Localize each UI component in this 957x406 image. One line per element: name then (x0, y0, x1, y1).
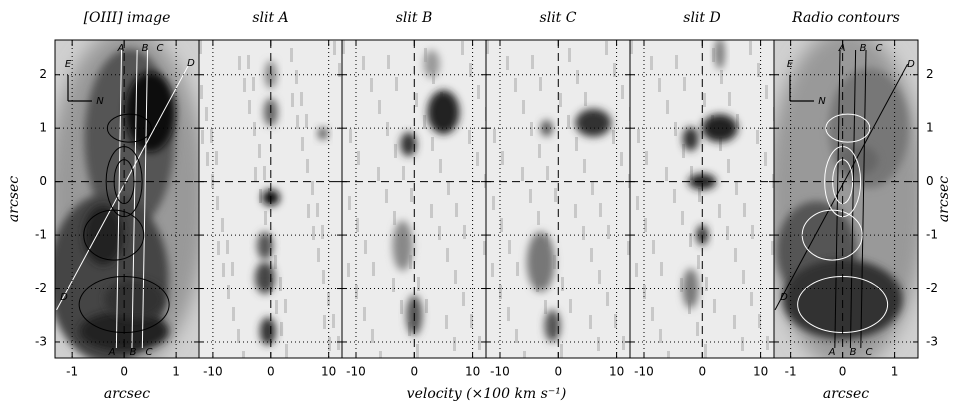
panel-title: slit D (683, 10, 720, 26)
y-axis-label: arcsec (936, 176, 952, 222)
x-tick-label: 10 (609, 365, 624, 379)
x-tick-label: 10 (465, 365, 480, 379)
annotation: C (866, 347, 873, 358)
y-tick-label: 1 (39, 121, 47, 135)
x-tick-label: -10 (346, 365, 366, 379)
y-tick-label: -3 (926, 334, 938, 348)
annotation: D (60, 292, 68, 303)
annotation: D (907, 59, 915, 70)
panel-title: slit C (540, 10, 577, 26)
y-tick-label: -2 (35, 281, 47, 295)
x-axis-label: arcsec (104, 386, 150, 402)
x-tick-label: -1 (66, 365, 78, 379)
x-tick-label: -1 (785, 365, 797, 379)
panel-image (342, 40, 486, 358)
x-tick-label: 10 (753, 365, 768, 379)
annotation: N (818, 96, 826, 107)
annotation: A (828, 347, 836, 358)
annotation: E (787, 59, 794, 70)
x-tick-label: 10 (321, 365, 336, 379)
annotation: N (96, 96, 104, 107)
panel-title: [OIII] image (84, 10, 171, 26)
panel-frame (773, 39, 919, 359)
annotation: C (146, 347, 153, 358)
x-tick-label: 1 (172, 365, 180, 379)
x-tick-label: 0 (410, 365, 418, 379)
annotation: B (130, 347, 137, 358)
annotation: C (876, 43, 883, 54)
x-tick-label: -10 (203, 365, 223, 379)
x-tick-label: -10 (490, 365, 510, 379)
y-tick-label: 0 (926, 174, 934, 188)
panel: -10 0 10 slit C (485, 10, 631, 379)
panel-image (486, 40, 630, 358)
annotation: A (838, 43, 846, 54)
annotation: B (860, 43, 867, 54)
annotation: A (108, 347, 116, 358)
panel: -3 -2 -1 0 1 2 -1 0 1 Radio contours arcsec arcsec A… (773, 10, 952, 402)
y-tick-label: -1 (926, 228, 938, 242)
annotation: C (157, 43, 164, 54)
panel-image (55, 40, 199, 358)
annotation: A (117, 43, 125, 54)
panel-title: Radio contours (791, 10, 900, 26)
y-tick-label: 2 (926, 67, 934, 81)
x-tick-label: 0 (267, 365, 275, 379)
y-axis-label: arcsec (6, 176, 22, 222)
x-axis-label: velocity (×100 km s⁻¹) (407, 386, 567, 402)
panel-image (630, 40, 774, 358)
y-tick-label: 2 (39, 67, 47, 81)
y-tick-label: 0 (39, 174, 47, 188)
x-tick-label: 1 (891, 365, 899, 379)
panel-title: slit B (396, 10, 433, 26)
annotation: D (780, 292, 788, 303)
y-tick-label: -3 (35, 334, 47, 348)
x-axis-label: arcsec (823, 386, 869, 402)
x-tick-label: 0 (554, 365, 562, 379)
annotation: D (187, 58, 195, 69)
x-tick-label: 0 (120, 365, 128, 379)
panel-image (774, 40, 918, 358)
annotation: B (850, 347, 857, 358)
panel-title: slit A (252, 10, 288, 26)
annotation: B (142, 43, 149, 54)
panel: -10 0 10 slit D (629, 10, 775, 379)
x-tick-label: 0 (698, 365, 706, 379)
panel: -10 0 10 slit A velocity (×100 km s⁻¹) (198, 10, 567, 402)
y-tick-label: 1 (926, 121, 934, 135)
y-tick-label: -1 (35, 228, 47, 242)
x-tick-label: 0 (839, 365, 847, 379)
annotation: E (65, 59, 72, 70)
y-tick-label: -2 (926, 281, 938, 295)
panel: -10 0 10 slit B (341, 10, 487, 379)
x-tick-label: -10 (634, 365, 654, 379)
